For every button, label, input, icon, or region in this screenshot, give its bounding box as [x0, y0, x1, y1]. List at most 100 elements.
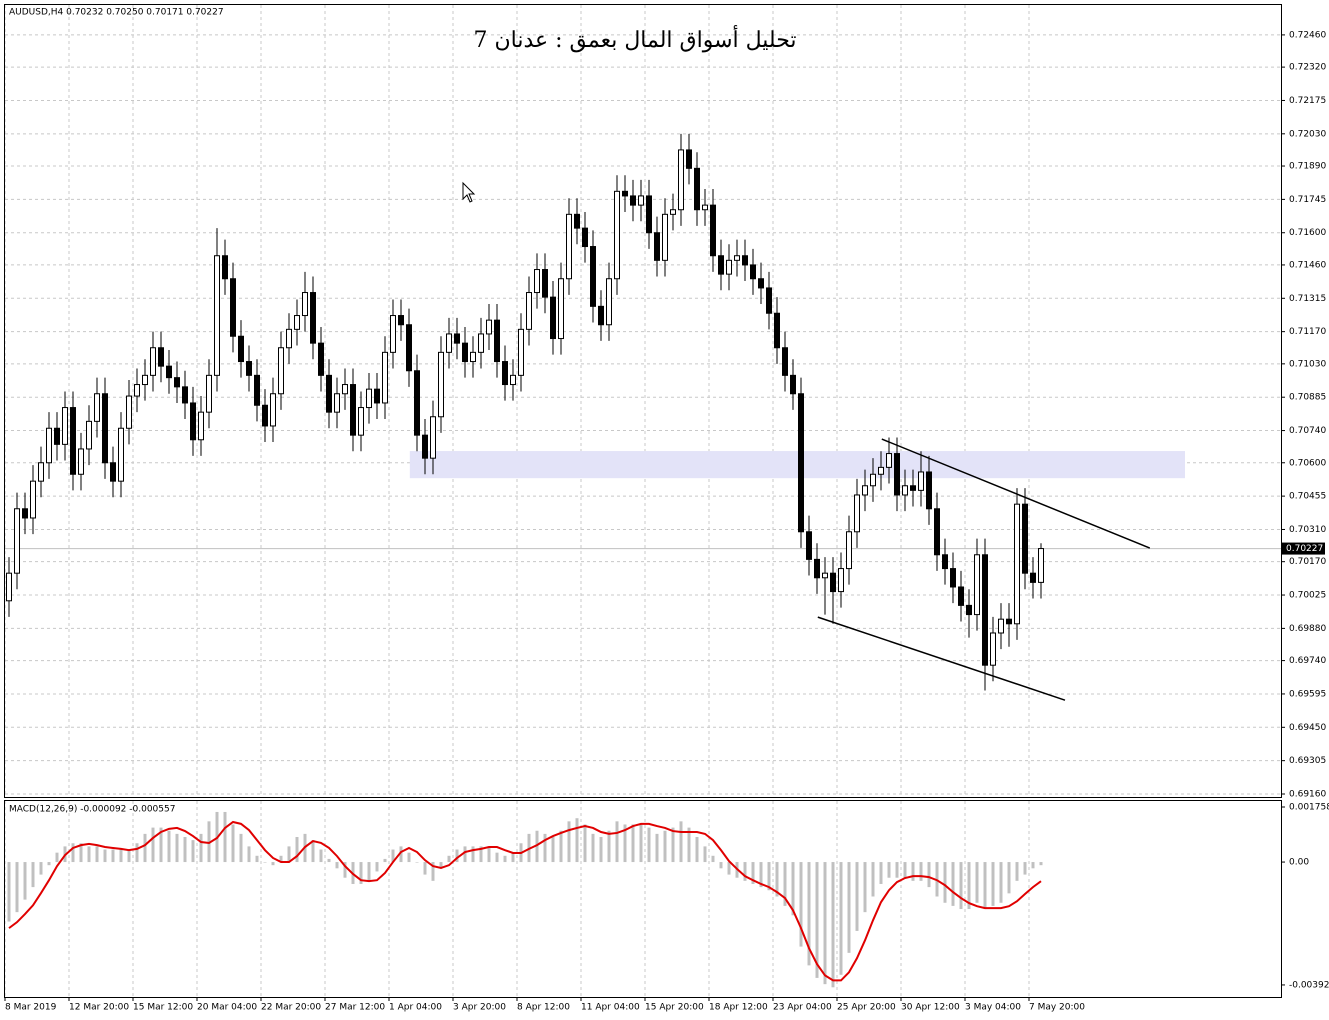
- histogram-bar: [79, 843, 83, 863]
- y-tick-label: 0.71170: [1289, 327, 1326, 337]
- plot: [4, 5, 1281, 997]
- candle-body: [846, 531, 852, 570]
- y-tick-label: 0.70455: [1289, 492, 1326, 502]
- y-tick-label: 0.69305: [1289, 756, 1326, 766]
- histogram-bar: [143, 833, 147, 863]
- candle-body: [110, 462, 116, 482]
- candle-body: [806, 531, 812, 560]
- candle-body: [54, 427, 60, 445]
- x-tick-label: 8 Apr 12:00: [517, 1003, 570, 1013]
- x-tick-label: 30 Apr 12:00: [901, 1003, 960, 1013]
- histogram-bar: [807, 862, 811, 966]
- candle-body: [374, 388, 380, 404]
- histogram-bar: [695, 837, 699, 863]
- candle-body: [270, 393, 276, 427]
- x-tick-label: 7 May 20:00: [1029, 1003, 1085, 1013]
- candle-body: [134, 384, 140, 397]
- y-tick-label: 0.72030: [1289, 129, 1326, 139]
- candle-body: [830, 572, 836, 593]
- histogram-bar: [679, 821, 683, 863]
- candle-body: [1038, 548, 1044, 583]
- histogram-bar: [191, 840, 195, 863]
- histogram-bar: [967, 862, 971, 910]
- y-tick-label: 0.69160: [1289, 790, 1326, 800]
- candle-body: [222, 255, 228, 280]
- histogram-bar: [103, 849, 107, 863]
- candle-body: [438, 351, 444, 418]
- histogram-bar: [847, 862, 851, 953]
- histogram-bar: [895, 862, 899, 878]
- histogram-bar: [911, 862, 915, 881]
- histogram-bar: [711, 855, 715, 863]
- candle-body: [654, 232, 660, 261]
- histogram-bar: [999, 862, 1003, 903]
- main-frame: [4, 4, 1282, 798]
- x-tick-label: 8 Mar 2019: [5, 1003, 57, 1013]
- histogram-bar: [1031, 862, 1035, 869]
- histogram-bar: [823, 862, 827, 985]
- candle-body: [470, 351, 476, 363]
- histogram-bar: [719, 862, 723, 869]
- y-tick-label: -0.003925: [1289, 980, 1329, 990]
- candle-body: [526, 292, 532, 330]
- candle-body: [70, 407, 76, 475]
- histogram-bar: [95, 846, 99, 863]
- histogram-bar: [951, 862, 955, 906]
- candle-body: [534, 269, 540, 294]
- histogram-bar: [375, 862, 379, 872]
- candle-body: [982, 554, 988, 666]
- y-tick-label: 0.69880: [1289, 624, 1326, 634]
- candle-body: [38, 462, 44, 482]
- price-tag: [1282, 542, 1325, 555]
- candle-body: [62, 407, 68, 445]
- candle-body: [694, 167, 700, 211]
- candle-body: [310, 292, 316, 344]
- candle-body: [382, 351, 388, 404]
- histogram-bar: [615, 821, 619, 863]
- candle-body: [902, 485, 908, 496]
- histogram-bar: [415, 862, 419, 863]
- candle-body: [942, 554, 948, 570]
- candle-body: [94, 393, 100, 422]
- histogram-bar: [255, 855, 259, 863]
- candle-body: [662, 213, 668, 261]
- candle-body: [614, 190, 620, 280]
- candle-body: [86, 420, 92, 450]
- histogram-bar: [879, 862, 883, 884]
- histogram-bar: [703, 846, 707, 863]
- histogram-bar: [655, 833, 659, 863]
- candle-body: [206, 374, 212, 413]
- candle-body: [782, 347, 788, 376]
- candle-body: [1030, 572, 1036, 583]
- candle-body: [710, 204, 716, 257]
- histogram-bar: [127, 849, 131, 863]
- histogram-bar: [647, 827, 651, 863]
- macd-label: MACD(12,26,9) -0.000092 -0.000557: [9, 805, 175, 815]
- y-tick-label: 0.71600: [1289, 228, 1326, 238]
- candle-body: [334, 393, 340, 413]
- histogram-bar: [431, 862, 435, 881]
- histogram-bar: [535, 830, 539, 863]
- candle-body: [406, 324, 412, 372]
- y-tick-label: 0.70885: [1289, 393, 1326, 403]
- candle-body: [494, 319, 500, 363]
- candle-body: [510, 374, 516, 386]
- x-tick-label: 11 Apr 04:00: [581, 1003, 640, 1013]
- x-tick-label: 27 Mar 12:00: [325, 1003, 385, 1013]
- histogram-bar: [839, 862, 843, 975]
- histogram-bar: [175, 833, 179, 863]
- y-tick-label: 0.69450: [1289, 723, 1326, 733]
- y-tick-label: 0.71315: [1289, 294, 1326, 304]
- candle-body: [558, 278, 564, 340]
- candle-body: [190, 402, 196, 441]
- candle-body: [454, 333, 460, 344]
- histogram-bar: [7, 862, 11, 922]
- y-tick-label: 0.71745: [1289, 195, 1326, 205]
- candle-body: [302, 292, 308, 317]
- histogram-bar: [863, 862, 867, 913]
- histogram-bar: [759, 862, 763, 888]
- histogram-bar: [199, 833, 203, 863]
- signal-line: [8, 820, 1042, 982]
- candle-body: [46, 427, 52, 464]
- histogram-bar: [583, 824, 587, 863]
